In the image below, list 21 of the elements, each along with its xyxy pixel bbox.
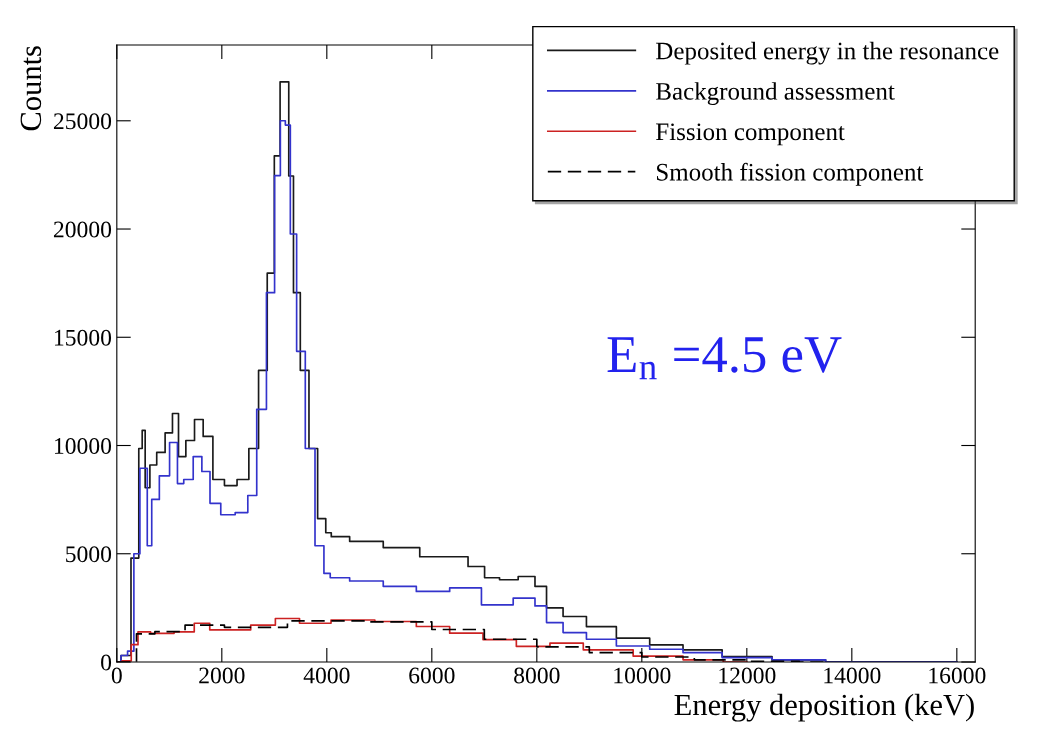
x-tick-label: 14000 — [824, 667, 881, 684]
x-tick-label: 8000 — [514, 667, 560, 684]
x-tick-label: 10000 — [614, 667, 671, 684]
y-axis-title: Counts — [20, 46, 42, 131]
legend-label: Fission component — [656, 123, 845, 146]
y-tick-label: 5000 — [66, 546, 112, 563]
legend-label: Background assessment — [656, 82, 895, 105]
y-tick-label: 0 — [101, 654, 112, 671]
y-tick-label: 20000 — [53, 221, 112, 238]
annotation: E$_{n}$ =4.5 eV — [607, 337, 842, 380]
legend-label: Deposited energy in the resonance — [656, 41, 999, 65]
y-tick-label: 25000 — [53, 113, 112, 130]
x-tick-label: 2000 — [199, 667, 245, 684]
x-tick-label: 16000 — [929, 667, 986, 684]
y-tick-label: 10000 — [55, 438, 112, 454]
x-tick-label: 6000 — [409, 667, 455, 684]
x-tick-label: 12000 — [719, 667, 776, 684]
x-tick-label: 4000 — [303, 667, 350, 684]
legend-label: Smooth fission component — [656, 162, 924, 186]
y-tick-label: 15000 — [55, 329, 112, 346]
x-axis-title: Energy deposition (keV) — [674, 693, 974, 722]
